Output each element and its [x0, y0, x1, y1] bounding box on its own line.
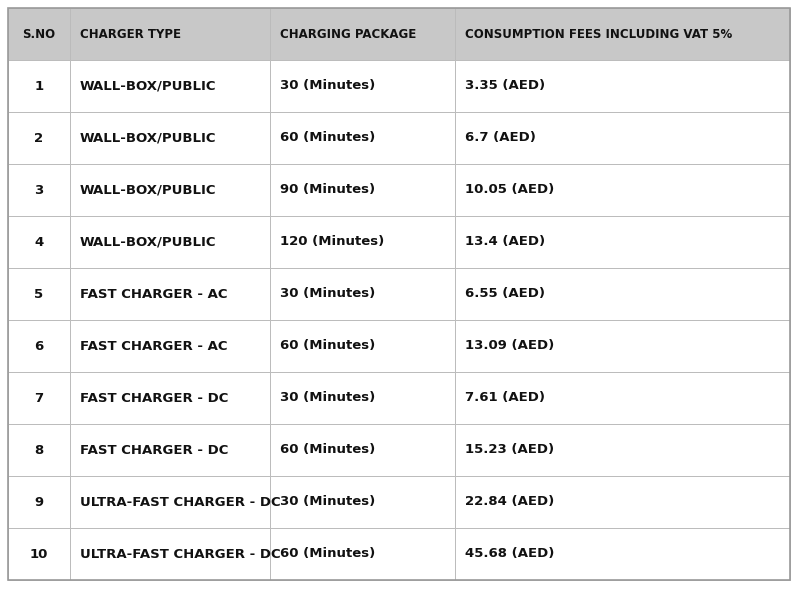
Text: 60 (Minutes): 60 (Minutes) [280, 340, 375, 352]
Bar [270, 60, 455, 112]
Bar [70, 476, 270, 528]
Bar [270, 424, 455, 476]
Text: WALL-BOX/PUBLIC: WALL-BOX/PUBLIC [80, 235, 217, 248]
Text: 3.35 (AED): 3.35 (AED) [465, 79, 545, 92]
Bar [270, 164, 455, 216]
Bar [8, 476, 70, 528]
Text: 60 (Minutes): 60 (Minutes) [280, 131, 375, 145]
Text: 5: 5 [34, 287, 43, 301]
Bar [270, 112, 455, 164]
Text: 3: 3 [34, 184, 44, 196]
Text: ULTRA-FAST CHARGER - DC: ULTRA-FAST CHARGER - DC [80, 547, 281, 560]
Text: 60 (Minutes): 60 (Minutes) [280, 443, 375, 457]
Bar [70, 372, 270, 424]
Bar [70, 320, 270, 372]
Bar [70, 216, 270, 268]
Bar [455, 164, 790, 216]
Text: 8: 8 [34, 443, 44, 457]
Bar [455, 112, 790, 164]
Bar [70, 164, 270, 216]
Text: WALL-BOX/PUBLIC: WALL-BOX/PUBLIC [80, 79, 217, 92]
Text: 15.23 (AED): 15.23 (AED) [465, 443, 554, 457]
Bar [8, 424, 70, 476]
Bar [455, 268, 790, 320]
Text: 22.84 (AED): 22.84 (AED) [465, 496, 554, 509]
Bar [455, 8, 790, 60]
Bar [8, 528, 70, 580]
Text: 13.4 (AED): 13.4 (AED) [465, 235, 545, 248]
Text: 2: 2 [34, 131, 43, 145]
Text: 1: 1 [34, 79, 43, 92]
Bar [8, 8, 70, 60]
Bar [70, 60, 270, 112]
Bar [455, 320, 790, 372]
Text: S.NO: S.NO [22, 28, 55, 40]
Text: WALL-BOX/PUBLIC: WALL-BOX/PUBLIC [80, 184, 217, 196]
Bar [455, 372, 790, 424]
Text: WALL-BOX/PUBLIC: WALL-BOX/PUBLIC [80, 131, 217, 145]
Bar [8, 216, 70, 268]
Bar [455, 424, 790, 476]
Bar [455, 216, 790, 268]
Text: FAST CHARGER - DC: FAST CHARGER - DC [80, 391, 228, 404]
Bar [270, 216, 455, 268]
Bar [455, 528, 790, 580]
Text: 7.61 (AED): 7.61 (AED) [465, 391, 545, 404]
Text: 30 (Minutes): 30 (Minutes) [280, 79, 375, 92]
Bar [270, 476, 455, 528]
Text: CONSUMPTION FEES INCLUDING VAT 5%: CONSUMPTION FEES INCLUDING VAT 5% [465, 28, 732, 40]
Bar [70, 112, 270, 164]
Text: 60 (Minutes): 60 (Minutes) [280, 547, 375, 560]
Text: 10.05 (AED): 10.05 (AED) [465, 184, 554, 196]
Bar [270, 528, 455, 580]
Bar [270, 268, 455, 320]
Text: FAST CHARGER - AC: FAST CHARGER - AC [80, 287, 227, 301]
Text: 9: 9 [34, 496, 43, 509]
Text: 13.09 (AED): 13.09 (AED) [465, 340, 554, 352]
Text: CHARGING PACKAGE: CHARGING PACKAGE [280, 28, 416, 40]
Text: FAST CHARGER - DC: FAST CHARGER - DC [80, 443, 228, 457]
Bar [270, 8, 455, 60]
Text: 7: 7 [34, 391, 43, 404]
Bar [455, 60, 790, 112]
Bar [70, 528, 270, 580]
Bar [270, 372, 455, 424]
Text: 30 (Minutes): 30 (Minutes) [280, 391, 375, 404]
Bar [8, 372, 70, 424]
Bar [270, 320, 455, 372]
Text: 6.55 (AED): 6.55 (AED) [465, 287, 545, 301]
Bar [8, 268, 70, 320]
Text: ULTRA-FAST CHARGER - DC: ULTRA-FAST CHARGER - DC [80, 496, 281, 509]
Bar [8, 164, 70, 216]
Bar [70, 268, 270, 320]
Text: 6.7 (AED): 6.7 (AED) [465, 131, 536, 145]
Text: 6: 6 [34, 340, 44, 352]
Text: 30 (Minutes): 30 (Minutes) [280, 287, 375, 301]
Text: 45.68 (AED): 45.68 (AED) [465, 547, 554, 560]
Text: CHARGER TYPE: CHARGER TYPE [80, 28, 181, 40]
Text: 90 (Minutes): 90 (Minutes) [280, 184, 375, 196]
Bar [8, 320, 70, 372]
Text: 30 (Minutes): 30 (Minutes) [280, 496, 375, 509]
Bar [455, 476, 790, 528]
Bar [70, 8, 270, 60]
Bar [8, 60, 70, 112]
Text: FAST CHARGER - AC: FAST CHARGER - AC [80, 340, 227, 352]
Text: 120 (Minutes): 120 (Minutes) [280, 235, 384, 248]
Text: 4: 4 [34, 235, 44, 248]
Bar [8, 112, 70, 164]
Bar [70, 424, 270, 476]
Text: 10: 10 [30, 547, 48, 560]
